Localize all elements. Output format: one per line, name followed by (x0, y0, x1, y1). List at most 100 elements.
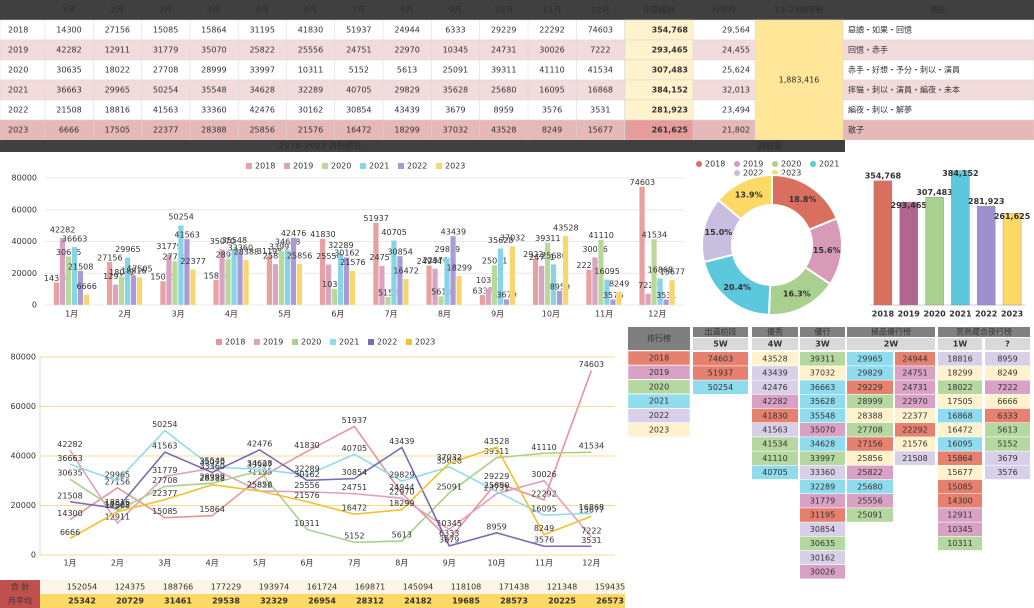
data-label: 74603 (579, 360, 604, 369)
data-label: 33997 (247, 460, 272, 469)
data-label: 36663 (62, 234, 87, 243)
summary-label: 月平均 (8, 596, 32, 606)
bar (284, 249, 291, 306)
year-label: 2022 (649, 411, 669, 420)
month-cell: 14300 (56, 26, 81, 35)
data-label: 41534 (579, 442, 604, 451)
month-cell: 12911 (105, 46, 130, 55)
rank-value: 35548 (810, 411, 835, 420)
rank-cell (800, 352, 845, 366)
header-row (0, 0, 1034, 20)
data-label: 35070 (199, 458, 224, 467)
month-cell: 18816 (105, 106, 130, 115)
month-cell: 35628 (443, 86, 468, 95)
rank-value: 40705 (762, 468, 787, 477)
data-label: 34628 (247, 459, 272, 468)
bar (189, 269, 196, 306)
note: 散子 (848, 125, 864, 135)
bar (663, 299, 670, 306)
x-tick-label: 1月 (63, 559, 76, 568)
rank-value: 21576 (902, 440, 927, 449)
legend-swatch (368, 339, 374, 345)
legend-swatch (406, 339, 412, 345)
data-label: 5613 (431, 288, 451, 297)
year-cell (627, 408, 691, 423)
bar (290, 237, 297, 306)
data-label: 35548 (222, 236, 247, 245)
legend-label: 2020 (301, 338, 321, 347)
summary-average: 32329 (260, 597, 288, 606)
data-label: 43439 (441, 228, 466, 237)
rank-value: 18299 (947, 369, 972, 378)
month-cell: 51937 (346, 26, 371, 35)
rank-value: 29965 (857, 355, 882, 364)
data-label: 30854 (342, 468, 367, 477)
data-label: 261,625 (994, 212, 1031, 221)
x-tick-label: 10月 (542, 310, 560, 319)
data-label: 18299 (447, 263, 472, 272)
summary-average: 25342 (68, 597, 96, 606)
group-header (800, 327, 845, 337)
month-cell: 16472 (346, 126, 371, 135)
rank-value: 27156 (857, 440, 882, 449)
data-label: 37032 (500, 234, 525, 243)
data-label: 35548 (199, 457, 224, 466)
line (69, 370, 593, 541)
rank-value: 41110 (762, 454, 787, 463)
summary-total: 152054 (67, 583, 98, 592)
data-label: 28388 (199, 474, 224, 483)
year-label: 2018 (649, 354, 669, 363)
month-cell: 8249 (542, 126, 562, 135)
bar (609, 299, 616, 306)
data-label: 25822 (247, 481, 272, 490)
data-label: 18816 (121, 267, 146, 276)
month-cell: 42282 (56, 46, 81, 55)
summary-total: 177229 (211, 583, 242, 592)
rank-value: 39311 (810, 355, 835, 364)
data-label: 31195 (257, 247, 282, 256)
rank-cell (800, 366, 845, 380)
year-cell: 2022 (8, 106, 28, 115)
legend-swatch (772, 161, 778, 167)
rank-cell (752, 352, 798, 366)
rank-value: 37032 (810, 369, 835, 378)
bar (615, 291, 622, 306)
month-cell: 18022 (105, 66, 130, 75)
bar (951, 170, 970, 306)
total-value: 354,768 (652, 26, 689, 35)
rank-cell (985, 423, 1030, 437)
note: 回憶・赤手 (848, 45, 888, 55)
data-label: 12911 (103, 272, 128, 281)
rank-cell (938, 536, 982, 551)
data-label: 29829 (435, 245, 460, 254)
year-cell (627, 393, 691, 409)
bar (597, 239, 604, 306)
rank-value: 21508 (902, 454, 927, 463)
summary-total: 169871 (355, 583, 386, 592)
legend-label: 2019 (743, 160, 763, 169)
rank-value: 41830 (762, 411, 787, 420)
rank-cell (895, 352, 935, 366)
bar (485, 288, 492, 306)
x-tick-label: 6月 (300, 559, 313, 568)
bar (243, 259, 250, 306)
bar (426, 265, 433, 306)
bar (372, 222, 379, 306)
data-label: 3576 (534, 536, 554, 545)
data-label: 25091 (436, 482, 461, 491)
data-label: 25556 (294, 481, 319, 490)
y-tick-label: 40000 (12, 237, 37, 246)
summary-total: 118108 (451, 583, 482, 592)
data-label: 30026 (582, 245, 607, 254)
rank-value: 18022 (947, 383, 972, 392)
rank-value: 33997 (810, 454, 835, 463)
data-label: 22970 (423, 256, 448, 265)
rank-value: 50254 (708, 383, 733, 392)
column-header (847, 338, 935, 350)
summary-total: 161724 (307, 583, 338, 592)
bar (171, 260, 178, 306)
month-cell: 30635 (56, 66, 81, 75)
month-cell: 6333 (445, 26, 465, 35)
y-tick-label: 0 (32, 301, 37, 310)
rank-cell (985, 408, 1030, 423)
